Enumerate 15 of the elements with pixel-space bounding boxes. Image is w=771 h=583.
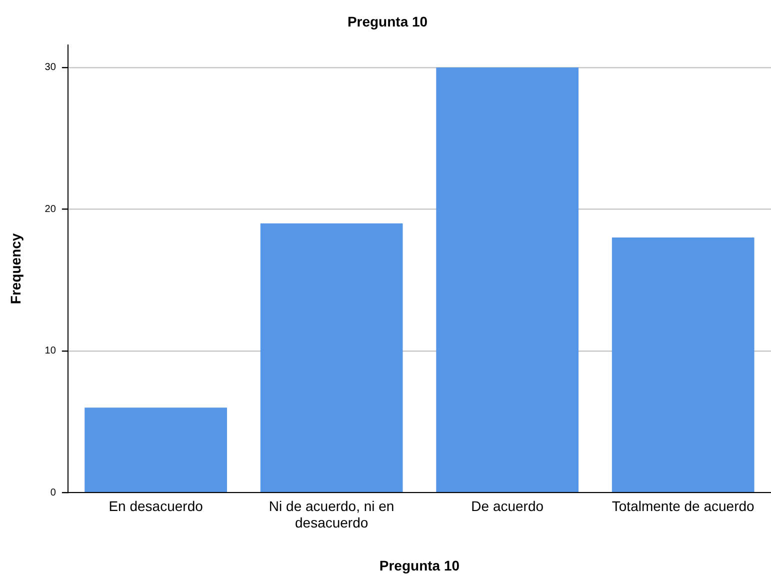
bar [612, 238, 754, 492]
x-axis-title: Pregunta 10 [379, 557, 460, 574]
y-axis-title: Frequency [7, 233, 24, 304]
x-tick-label: Totalmente de acuerdo [612, 498, 755, 514]
x-tick-label: Ni de acuerdo, ni en desacuerdo [268, 498, 394, 531]
y-tick-label: 0 [50, 487, 56, 498]
y-tick-label: 20 [44, 204, 56, 215]
bar [436, 67, 579, 492]
chart-title: Pregunta 10 [347, 13, 428, 30]
y-tick-label: 30 [44, 62, 56, 74]
x-tick-label: De acuerdo [471, 498, 544, 514]
y-tick-label: 10 [44, 346, 56, 357]
bar [260, 223, 403, 492]
x-tick-label: En desacuerdo [108, 498, 204, 514]
bar [84, 408, 227, 492]
